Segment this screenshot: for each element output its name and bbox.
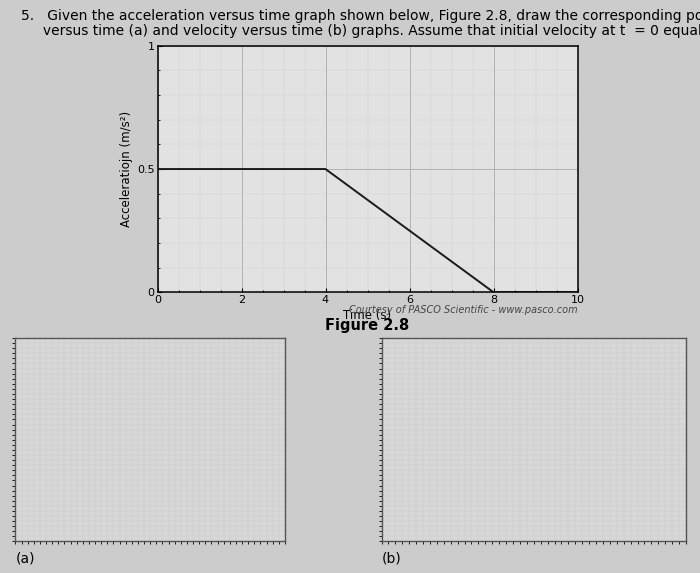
Text: Figure 2.8: Figure 2.8 <box>326 318 409 333</box>
Text: versus time (a) and velocity versus time (b) graphs. Assume that initial velocit: versus time (a) and velocity versus time… <box>21 24 700 38</box>
Text: (b): (b) <box>382 551 401 565</box>
X-axis label: Time (s): Time (s) <box>344 309 391 322</box>
Y-axis label: Acceleratiojn (m/s²): Acceleratiojn (m/s²) <box>120 111 133 227</box>
Text: Courtesy of PASCO Scientific - www.pasco.com: Courtesy of PASCO Scientific - www.pasco… <box>349 305 578 315</box>
Text: (a): (a) <box>15 551 35 565</box>
Text: 5.   Given the acceleration versus time graph shown below, Figure 2.8, draw the : 5. Given the acceleration versus time gr… <box>21 9 700 22</box>
